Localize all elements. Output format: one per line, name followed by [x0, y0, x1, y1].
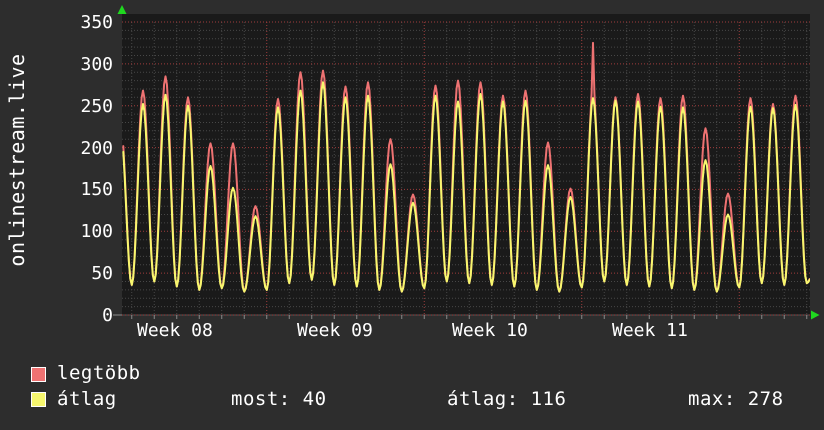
y-axis-tick-label: 250	[80, 96, 113, 117]
x-axis-week-label: Week 11	[612, 320, 688, 341]
x-axis-arrow-icon	[811, 310, 820, 320]
x-axis-week-label: Week 09	[297, 320, 373, 341]
legend-swatch-max	[31, 367, 46, 382]
legend-label-max: legtöbb	[57, 362, 141, 384]
series-avg-line	[122, 81, 810, 293]
y-axis-arrow-icon	[117, 5, 127, 14]
x-axis-week-label: Week 08	[137, 320, 213, 341]
y-axis-tick-label: 100	[80, 221, 113, 242]
legend-swatch-avg	[31, 392, 46, 407]
legend-label-avg: átlag	[57, 388, 117, 410]
grid-major	[122, 21, 810, 316]
y-axis-tick-label: 350	[80, 12, 113, 33]
y-axis-tick-label: 0	[102, 305, 113, 326]
y-axis-tick-label: 300	[80, 54, 113, 75]
x-axis-week-label: Week 10	[452, 320, 528, 341]
stat-atlag: átlag: 116	[447, 388, 567, 410]
y-axis-tick-label: 50	[91, 263, 113, 284]
y-axis-tick-label: 150	[80, 179, 113, 200]
y-axis-tick-label: 200	[80, 138, 113, 159]
stat-max: max: 278	[688, 388, 784, 410]
stat-most: most: 40	[231, 388, 327, 410]
axis-ticks	[113, 314, 808, 319]
